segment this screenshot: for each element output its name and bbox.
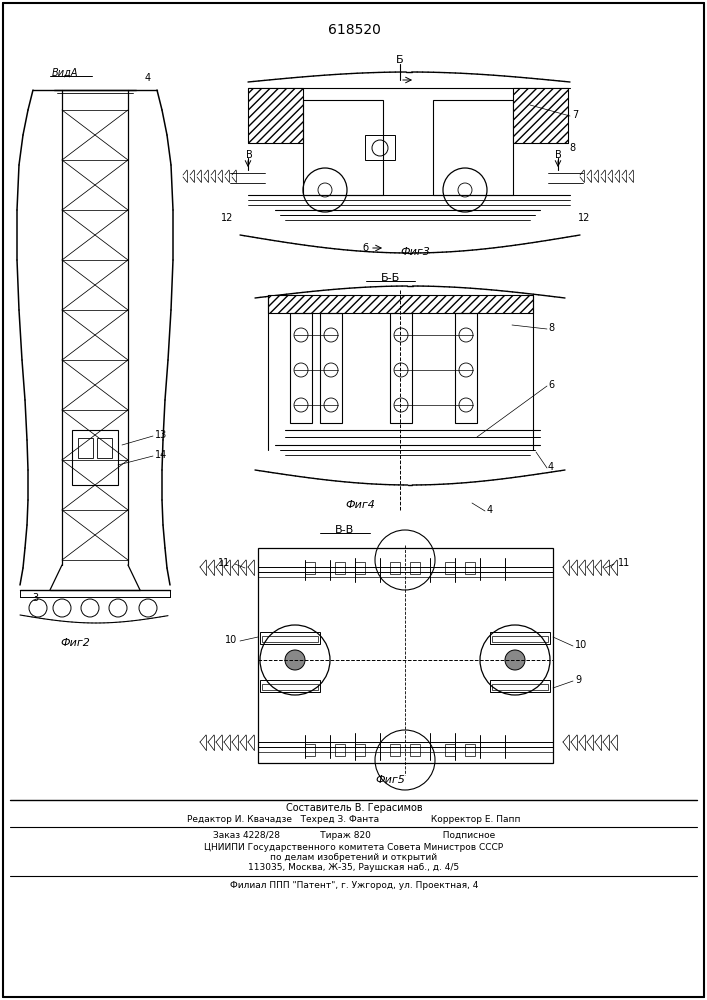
Bar — [410, 562, 420, 574]
Text: 9: 9 — [575, 675, 581, 685]
Text: Составитель В. Герасимов: Составитель В. Герасимов — [286, 803, 422, 813]
Bar — [490, 680, 550, 692]
Text: 14: 14 — [155, 450, 168, 460]
Text: Фиг3: Фиг3 — [400, 247, 430, 257]
Bar — [268, 295, 533, 313]
Text: Заказ 4228/28              Тираж 820                         Подписное: Заказ 4228/28 Тираж 820 Подписное — [213, 832, 495, 840]
Bar — [262, 636, 318, 642]
Bar — [445, 744, 455, 756]
Circle shape — [505, 650, 525, 670]
Text: ВидА: ВидА — [52, 68, 78, 78]
Bar — [410, 744, 420, 756]
Bar — [513, 88, 568, 143]
Text: ЦНИИПИ Государственного комитета Совета Министров СССР: ЦНИИПИ Государственного комитета Совета … — [204, 842, 503, 852]
Bar — [390, 562, 400, 574]
Circle shape — [285, 650, 305, 670]
Bar — [465, 562, 475, 574]
Text: 4: 4 — [145, 73, 151, 83]
Text: 13: 13 — [155, 430, 168, 440]
Bar — [97, 438, 112, 458]
Text: Фиг2: Фиг2 — [60, 638, 90, 648]
Text: Фиг5: Фиг5 — [375, 775, 405, 785]
Text: 11: 11 — [218, 558, 230, 568]
Bar — [490, 632, 550, 644]
Bar — [390, 313, 412, 423]
Bar — [248, 88, 303, 143]
Bar — [303, 100, 383, 195]
Text: 10: 10 — [225, 635, 237, 645]
Text: 3: 3 — [32, 593, 38, 603]
Text: б: б — [362, 243, 368, 253]
Text: по делам изобретений и открытий: по делам изобретений и открытий — [271, 852, 438, 861]
Text: Филиал ППП "Патент", г. Ужгород, ул. Проектная, 4: Филиал ППП "Патент", г. Ужгород, ул. Про… — [230, 882, 478, 890]
Text: В: В — [554, 150, 561, 160]
Text: 4: 4 — [548, 462, 554, 472]
Text: В: В — [245, 150, 252, 160]
Text: 4: 4 — [487, 505, 493, 515]
Bar — [305, 562, 315, 574]
Bar — [78, 438, 93, 458]
Bar — [305, 744, 315, 756]
Text: 11: 11 — [618, 558, 630, 568]
Bar — [335, 562, 345, 574]
Bar — [513, 88, 568, 143]
Bar — [262, 684, 318, 690]
Bar — [260, 632, 320, 644]
Bar — [465, 744, 475, 756]
Bar — [390, 744, 400, 756]
Bar — [433, 100, 513, 195]
Text: Редактор И. Квачадзе   Техред З. Фанта                  Корректор Е. Папп: Редактор И. Квачадзе Техред З. Фанта Кор… — [187, 816, 521, 824]
Text: 7: 7 — [572, 110, 578, 120]
Bar — [72, 430, 118, 485]
Bar — [455, 313, 477, 423]
Text: В-В: В-В — [335, 525, 355, 535]
Bar — [260, 680, 320, 692]
Text: Фиг4: Фиг4 — [345, 500, 375, 510]
Text: 6: 6 — [548, 380, 554, 390]
Text: 8: 8 — [569, 143, 575, 153]
Bar — [445, 562, 455, 574]
Bar — [355, 744, 365, 756]
Text: 12: 12 — [578, 213, 590, 223]
Text: 12: 12 — [221, 213, 233, 223]
Text: 618520: 618520 — [327, 23, 380, 37]
Bar — [335, 744, 345, 756]
Bar — [248, 88, 303, 143]
Text: 113035, Москва, Ж-35, Раушская наб., д. 4/5: 113035, Москва, Ж-35, Раушская наб., д. … — [248, 862, 460, 871]
Text: Б-Б: Б-Б — [380, 273, 399, 283]
Bar — [268, 295, 533, 313]
Bar — [355, 562, 365, 574]
Bar — [258, 548, 553, 763]
Text: Б: Б — [396, 55, 404, 65]
Text: 8: 8 — [548, 323, 554, 333]
Text: 10: 10 — [575, 640, 588, 650]
Bar — [492, 684, 548, 690]
Bar — [365, 135, 395, 160]
Bar — [290, 313, 312, 423]
Bar — [492, 636, 548, 642]
Bar — [320, 313, 342, 423]
